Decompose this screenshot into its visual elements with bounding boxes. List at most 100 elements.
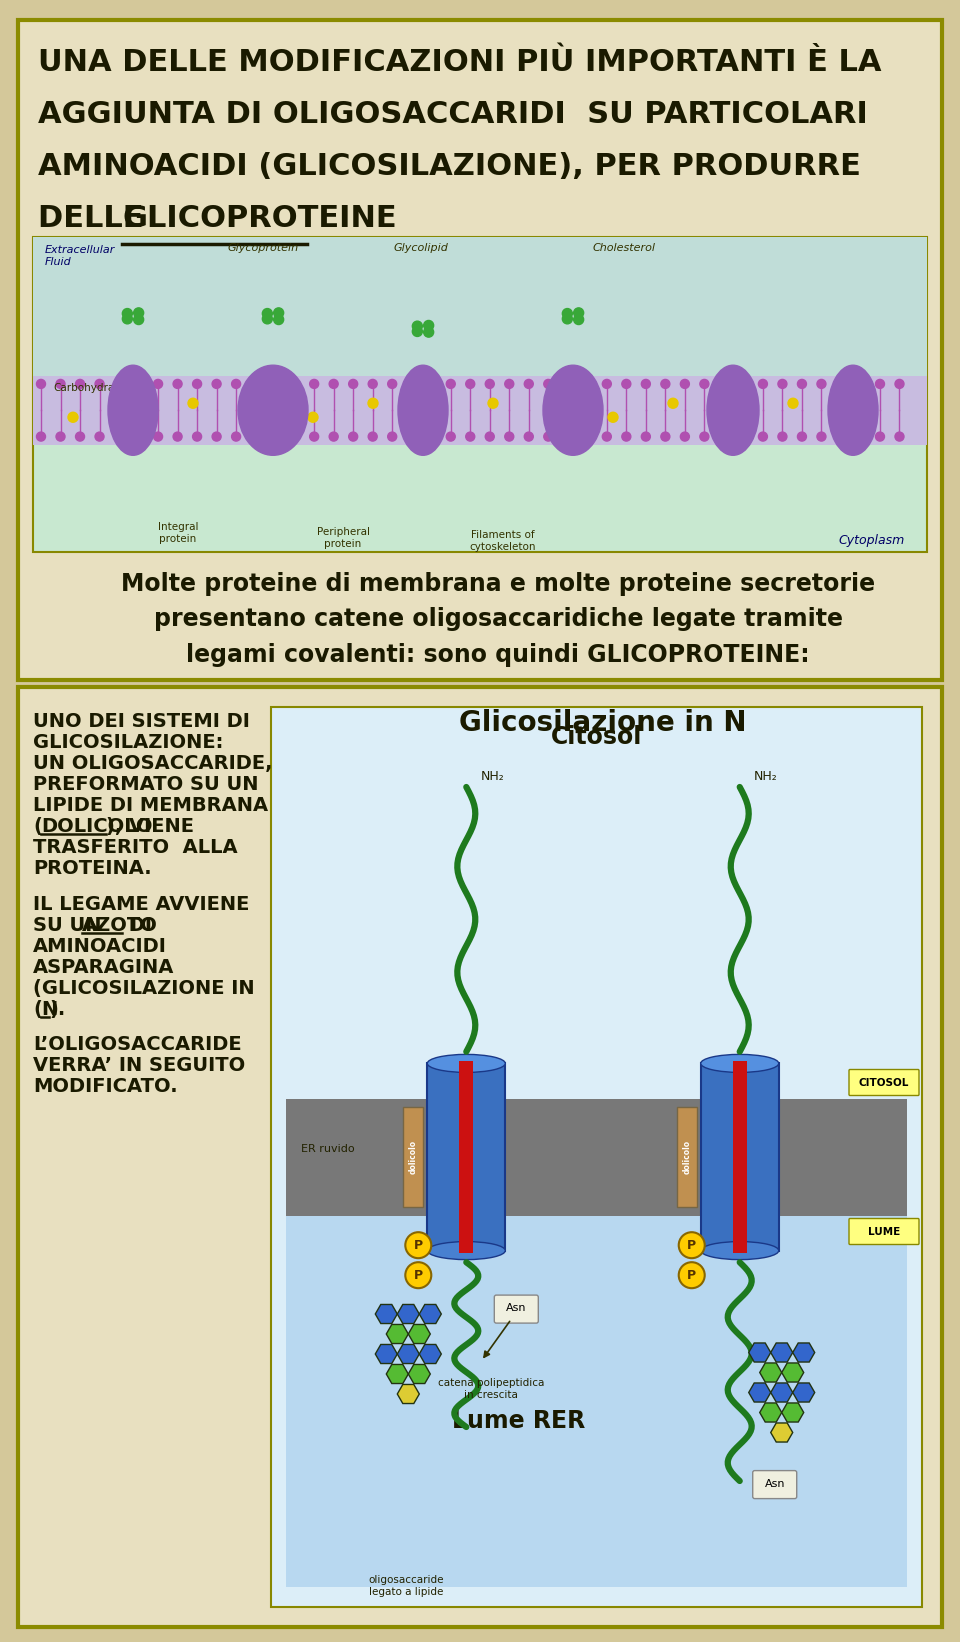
Circle shape: [641, 379, 650, 389]
Text: dolicolo: dolicolo: [409, 1140, 418, 1174]
Circle shape: [583, 432, 591, 442]
Text: NH₂: NH₂: [480, 770, 504, 783]
Text: N: N: [41, 1000, 58, 1018]
Circle shape: [329, 379, 338, 389]
Circle shape: [193, 379, 202, 389]
Circle shape: [56, 379, 65, 389]
Circle shape: [574, 307, 584, 319]
Circle shape: [427, 432, 436, 442]
Text: P: P: [687, 1238, 696, 1251]
Circle shape: [248, 412, 258, 422]
Circle shape: [485, 432, 494, 442]
Circle shape: [856, 379, 865, 389]
Circle shape: [231, 379, 241, 389]
Circle shape: [543, 379, 553, 389]
Circle shape: [212, 432, 221, 442]
Bar: [271, 708, 922, 1608]
Circle shape: [728, 399, 738, 409]
Circle shape: [564, 432, 572, 442]
Circle shape: [505, 432, 514, 442]
Circle shape: [262, 309, 273, 319]
Circle shape: [128, 399, 138, 409]
Circle shape: [290, 379, 300, 389]
Text: Cholesterol: Cholesterol: [593, 243, 656, 253]
Circle shape: [564, 379, 572, 389]
Circle shape: [679, 1232, 705, 1258]
Text: NH₂: NH₂: [754, 770, 778, 783]
FancyBboxPatch shape: [753, 1471, 797, 1499]
Circle shape: [369, 379, 377, 389]
Circle shape: [122, 314, 132, 323]
Circle shape: [758, 379, 767, 389]
Circle shape: [758, 432, 767, 442]
FancyBboxPatch shape: [494, 1296, 539, 1323]
Circle shape: [271, 379, 279, 389]
Circle shape: [668, 399, 678, 409]
Text: ER ruvido: ER ruvido: [301, 1144, 354, 1154]
Circle shape: [466, 379, 475, 389]
Circle shape: [608, 412, 618, 422]
Ellipse shape: [828, 365, 878, 455]
Circle shape: [154, 379, 162, 389]
Ellipse shape: [238, 365, 308, 455]
Circle shape: [134, 432, 143, 442]
Circle shape: [574, 315, 584, 325]
Circle shape: [413, 327, 422, 337]
Text: LIPIDE DI MEMBRANA: LIPIDE DI MEMBRANA: [33, 796, 268, 814]
Circle shape: [193, 432, 202, 442]
Bar: [403, 1107, 423, 1207]
Circle shape: [876, 379, 884, 389]
Bar: [427, 1064, 505, 1251]
Circle shape: [134, 379, 143, 389]
Circle shape: [548, 412, 558, 422]
Text: AMINOACIDI: AMINOACIDI: [33, 936, 167, 956]
Circle shape: [133, 307, 144, 319]
Circle shape: [122, 309, 132, 319]
Circle shape: [348, 379, 358, 389]
Circle shape: [446, 379, 455, 389]
Ellipse shape: [543, 365, 603, 455]
Text: Peripheral
protein: Peripheral protein: [317, 527, 370, 548]
Text: Filaments of
cytoskeleton: Filaments of cytoskeleton: [469, 530, 537, 552]
Circle shape: [446, 432, 455, 442]
Circle shape: [485, 379, 494, 389]
Circle shape: [423, 320, 434, 330]
Circle shape: [856, 432, 865, 442]
Circle shape: [423, 327, 434, 337]
Text: (: (: [33, 818, 42, 836]
Text: P: P: [687, 1269, 696, 1282]
Circle shape: [114, 379, 124, 389]
Circle shape: [817, 432, 826, 442]
Circle shape: [583, 379, 591, 389]
Circle shape: [188, 399, 198, 409]
Text: AZOTO: AZOTO: [82, 916, 157, 934]
Text: PREFORMATO SU UN: PREFORMATO SU UN: [33, 775, 258, 795]
Circle shape: [329, 432, 338, 442]
Bar: [677, 1107, 697, 1207]
Circle shape: [173, 432, 182, 442]
Circle shape: [407, 432, 417, 442]
Text: Glycolipid: Glycolipid: [393, 243, 448, 253]
Text: ).: ).: [49, 1000, 65, 1018]
Text: oligosaccaride
legato a lipide: oligosaccaride legato a lipide: [369, 1575, 444, 1596]
Text: ASPARAGINA: ASPARAGINA: [33, 957, 175, 977]
Circle shape: [133, 315, 144, 325]
Bar: [33, 236, 927, 552]
Circle shape: [95, 379, 104, 389]
Ellipse shape: [707, 365, 759, 455]
Circle shape: [368, 399, 378, 409]
Circle shape: [290, 432, 300, 442]
Circle shape: [212, 379, 221, 389]
Circle shape: [427, 379, 436, 389]
Circle shape: [310, 432, 319, 442]
Text: TRASFERITO  ALLA: TRASFERITO ALLA: [33, 837, 238, 857]
Circle shape: [524, 379, 533, 389]
Text: Molte proteine di membrana e molte proteine secretorie
presentano catene oligosa: Molte proteine di membrana e molte prote…: [121, 571, 876, 667]
Ellipse shape: [701, 1241, 779, 1259]
Circle shape: [95, 432, 104, 442]
Circle shape: [895, 379, 904, 389]
Circle shape: [563, 314, 572, 323]
Circle shape: [308, 412, 318, 422]
Circle shape: [817, 379, 826, 389]
Ellipse shape: [701, 1054, 779, 1072]
